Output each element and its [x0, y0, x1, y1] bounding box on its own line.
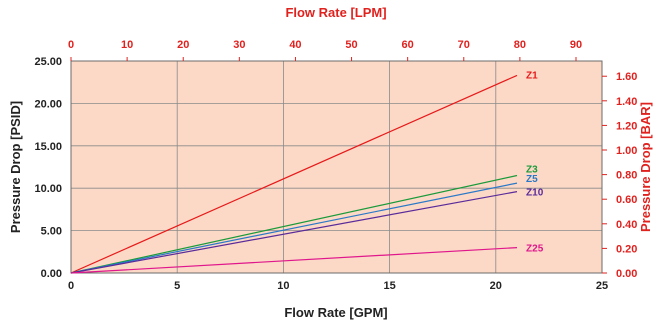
y-axis-title: Pressure Drop [PSID] [8, 101, 23, 233]
x-axis-ticks: 0 5 10 15 20 25 [68, 280, 608, 292]
series-lines [70, 74, 518, 274]
right-tick-label: 0.20 [616, 243, 637, 255]
x-tick-label: 10 [277, 280, 289, 292]
y-tick-label: 25.00 [34, 56, 62, 68]
top-tick-label: 50 [345, 39, 357, 51]
y-tick-label: 10.00 [34, 183, 62, 195]
x-tick-label: 20 [490, 280, 502, 292]
series-label-z25: Z25 [526, 244, 544, 255]
series-line-z1 [70, 74, 518, 274]
x-tick-label: 5 [174, 280, 180, 292]
top-tick-label: 0 [68, 39, 74, 51]
series-label-z5: Z5 [526, 174, 538, 185]
y-tick-label: 15.00 [34, 141, 62, 153]
right-tick-label: 0.60 [616, 194, 637, 206]
x-tick-label: 25 [596, 280, 608, 292]
series-line-z3 [70, 174, 518, 274]
right-tick-label: 1.40 [616, 96, 637, 108]
top-tick-label: 60 [402, 39, 414, 51]
x2-axis-title: Flow Rate [LPM] [285, 5, 386, 20]
series-label-z1: Z1 [526, 70, 538, 81]
top-tick-label: 70 [458, 39, 470, 51]
right-tick-label: 1.60 [616, 71, 637, 83]
plot-area [71, 61, 602, 273]
x-tick-label: 0 [68, 280, 74, 292]
plot-frame [70, 60, 603, 274]
right-tick-label: 0.80 [616, 170, 637, 182]
right-axis-ticks: 0.00 0.20 0.40 0.60 0.80 1.00 1.20 1.40 1.60 [602, 71, 637, 280]
top-tick-label: 10 [121, 39, 133, 51]
series-label-z10: Z10 [526, 188, 544, 199]
series-line-z5 [70, 182, 518, 274]
y-tick-label: 5.00 [41, 226, 62, 238]
series-line-z10 [70, 191, 518, 274]
right-tick-label: 1.20 [616, 120, 637, 132]
series-label-z3: Z3 [526, 164, 538, 175]
right-tick-label: 0.40 [616, 219, 637, 231]
series-line-z25 [70, 247, 518, 274]
right-tick-label: 0.00 [616, 268, 637, 280]
right-tick-label: 1.00 [616, 145, 637, 157]
top-tick-label: 80 [514, 39, 526, 51]
top-tick-label: 40 [289, 39, 301, 51]
top-tick-label: 90 [570, 39, 582, 51]
y-axis-ticks: 0.00 5.00 10.00 15.00 20.00 25.00 [34, 56, 62, 280]
top-tick-label: 30 [233, 39, 245, 51]
y-tick-label: 0.00 [41, 268, 62, 280]
y-tick-label: 20.00 [34, 98, 62, 110]
top-axis-ticks: 0 10 20 30 40 50 60 70 80 90 [68, 39, 582, 61]
x-axis-title: Flow Rate [GPM] [284, 305, 387, 320]
top-tick-label: 20 [177, 39, 189, 51]
x-tick-label: 15 [383, 280, 395, 292]
y2-axis-title: Pressure Drop [BAR] [638, 102, 653, 232]
